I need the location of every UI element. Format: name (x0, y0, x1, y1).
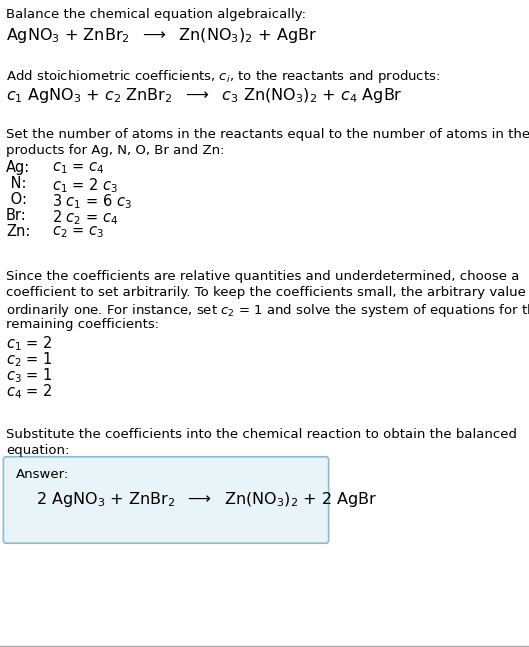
FancyBboxPatch shape (3, 457, 329, 543)
Text: O:: O: (6, 192, 27, 207)
Text: products for Ag, N, O, Br and Zn:: products for Ag, N, O, Br and Zn: (6, 144, 224, 157)
Text: coefficient to set arbitrarily. To keep the coefficients small, the arbitrary va: coefficient to set arbitrarily. To keep … (6, 286, 529, 299)
Text: $c_1$ = 2 $c_3$: $c_1$ = 2 $c_3$ (52, 176, 118, 195)
Text: AgNO$_3$ + ZnBr$_2$  $\longrightarrow$  Zn(NO$_3$)$_2$ + AgBr: AgNO$_3$ + ZnBr$_2$ $\longrightarrow$ Zn… (6, 26, 317, 45)
Text: $c_3$ = 1: $c_3$ = 1 (6, 366, 52, 385)
Text: $c_4$ = 2: $c_4$ = 2 (6, 382, 52, 400)
Text: $c_1$ = 2: $c_1$ = 2 (6, 334, 52, 353)
Text: Zn:: Zn: (6, 224, 30, 239)
Text: Answer:: Answer: (16, 468, 69, 481)
Text: Substitute the coefficients into the chemical reaction to obtain the balanced: Substitute the coefficients into the che… (6, 428, 517, 441)
Text: Add stoichiometric coefficients, $c_i$, to the reactants and products:: Add stoichiometric coefficients, $c_i$, … (6, 68, 440, 85)
Text: $c_2$ = 1: $c_2$ = 1 (6, 350, 52, 369)
Text: Br:: Br: (6, 208, 27, 223)
Text: Since the coefficients are relative quantities and underdetermined, choose a: Since the coefficients are relative quan… (6, 270, 519, 283)
Text: 2 $c_2$ = $c_4$: 2 $c_2$ = $c_4$ (52, 208, 118, 226)
Text: 2 AgNO$_3$ + ZnBr$_2$  $\longrightarrow$  Zn(NO$_3$)$_2$ + 2 AgBr: 2 AgNO$_3$ + ZnBr$_2$ $\longrightarrow$ … (36, 490, 377, 509)
Text: equation:: equation: (6, 444, 69, 457)
Text: $c_1$ AgNO$_3$ + $c_2$ ZnBr$_2$  $\longrightarrow$  $c_3$ Zn(NO$_3$)$_2$ + $c_4$: $c_1$ AgNO$_3$ + $c_2$ ZnBr$_2$ $\longri… (6, 86, 403, 105)
Text: ordinarily one. For instance, set $c_2$ = 1 and solve the system of equations fo: ordinarily one. For instance, set $c_2$ … (6, 302, 529, 319)
Text: N:: N: (6, 176, 26, 191)
Text: $c_2$ = $c_3$: $c_2$ = $c_3$ (52, 224, 104, 239)
Text: remaining coefficients:: remaining coefficients: (6, 318, 159, 331)
Text: Balance the chemical equation algebraically:: Balance the chemical equation algebraica… (6, 8, 306, 21)
Text: $c_1$ = $c_4$: $c_1$ = $c_4$ (52, 160, 105, 176)
Text: Ag:: Ag: (6, 160, 30, 175)
Text: Set the number of atoms in the reactants equal to the number of atoms in the: Set the number of atoms in the reactants… (6, 128, 529, 141)
Text: 3 $c_1$ = 6 $c_3$: 3 $c_1$ = 6 $c_3$ (52, 192, 132, 211)
